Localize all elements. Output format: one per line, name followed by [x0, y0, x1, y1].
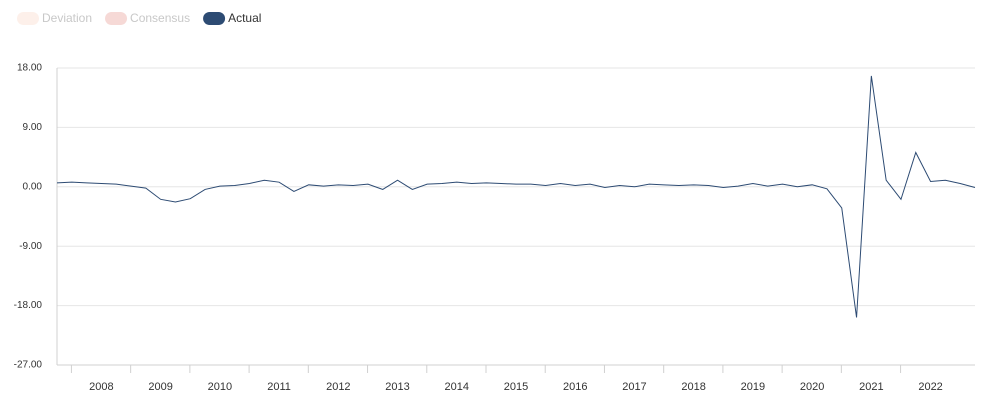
x-tick-label: 2008 — [89, 381, 113, 393]
data-line — [56, 75, 976, 318]
x-tick-label: 2021 — [859, 381, 883, 393]
y-tick-label: -27.00 — [14, 360, 43, 371]
x-tick-label: 2012 — [326, 381, 350, 393]
legend-label[interactable]: Consensus — [130, 11, 190, 25]
y-tick-label: 9.00 — [23, 122, 43, 133]
y-tick-label: -18.00 — [14, 300, 43, 311]
x-tick-label: 2010 — [208, 381, 232, 393]
x-tick-label: 2014 — [445, 381, 469, 393]
x-tick-label: 2015 — [504, 381, 528, 393]
x-tick-label: 2013 — [385, 381, 409, 393]
y-tick-label: 0.00 — [23, 181, 43, 192]
legend-swatch[interactable] — [17, 12, 39, 25]
x-tick-label: 2009 — [148, 381, 172, 393]
legend-label[interactable]: Deviation — [42, 11, 92, 25]
x-tick-label: 2017 — [622, 381, 646, 393]
x-tick-label: 2019 — [741, 381, 765, 393]
x-tick-label: 2022 — [918, 381, 942, 393]
x-tick-label: 2020 — [800, 381, 824, 393]
y-tick-label: -9.00 — [19, 241, 42, 252]
x-tick-label: 2011 — [267, 381, 291, 393]
x-tick-label: 2016 — [563, 381, 587, 393]
x-tick-label: 2018 — [681, 381, 705, 393]
legend-swatch[interactable] — [203, 12, 226, 25]
legend-swatch[interactable] — [105, 12, 128, 25]
y-tick-label: 18.00 — [17, 63, 42, 74]
legend-label[interactable]: Actual — [228, 11, 261, 25]
